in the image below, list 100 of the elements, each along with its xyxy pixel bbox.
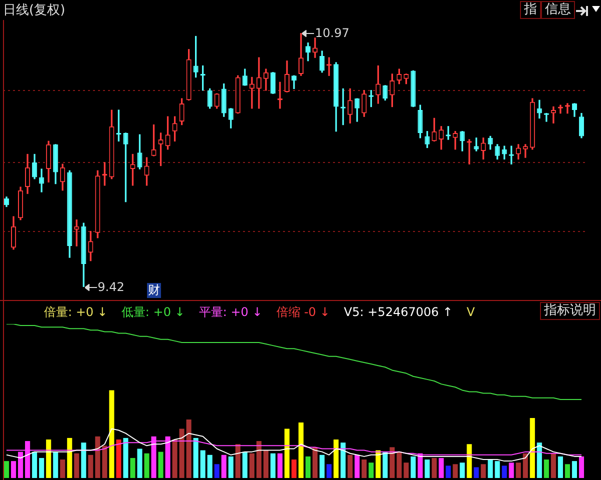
bar bbox=[438, 458, 444, 478]
bar bbox=[46, 440, 52, 478]
bar bbox=[123, 438, 128, 478]
bar bbox=[18, 452, 24, 478]
bar bbox=[151, 436, 156, 478]
bar bbox=[340, 442, 346, 478]
annotation: 财 bbox=[147, 283, 161, 298]
text: 信息 bbox=[541, 1, 575, 19]
bar bbox=[312, 447, 318, 478]
bar bbox=[32, 452, 38, 478]
bar bbox=[320, 454, 325, 478]
bar bbox=[207, 454, 212, 478]
candlestick bbox=[550, 106, 556, 124]
text: 指 bbox=[520, 1, 541, 19]
bar bbox=[284, 428, 290, 478]
text: 指标说明 bbox=[540, 302, 600, 320]
bar bbox=[95, 436, 100, 478]
bar bbox=[277, 453, 282, 478]
bar bbox=[354, 454, 360, 478]
bar bbox=[572, 461, 578, 478]
bar bbox=[460, 462, 465, 478]
annotation: 9.42 bbox=[98, 280, 124, 294]
bar bbox=[306, 456, 311, 478]
text: 倍缩 -0 ↓ bbox=[276, 305, 330, 319]
bar bbox=[291, 460, 297, 478]
bar bbox=[214, 464, 220, 478]
text: 倍量: +0 ↓ bbox=[44, 305, 108, 319]
bar bbox=[25, 441, 30, 478]
bar bbox=[221, 454, 226, 478]
bar bbox=[10, 461, 16, 478]
bar bbox=[494, 461, 500, 478]
bar bbox=[263, 450, 268, 478]
bar bbox=[60, 460, 66, 478]
bar bbox=[488, 460, 493, 478]
bar bbox=[578, 456, 584, 478]
bar bbox=[536, 442, 542, 478]
bar bbox=[362, 460, 367, 478]
bar bbox=[474, 467, 479, 478]
bar bbox=[530, 418, 535, 478]
bar bbox=[424, 460, 430, 478]
bar bbox=[39, 458, 44, 478]
bar bbox=[558, 456, 563, 478]
bar bbox=[466, 444, 472, 478]
bar bbox=[186, 419, 192, 478]
text: 平量: +0 ↓ bbox=[198, 305, 262, 319]
bar bbox=[53, 452, 58, 478]
bar bbox=[564, 464, 570, 478]
bar bbox=[116, 440, 122, 478]
bar bbox=[88, 454, 94, 478]
bar bbox=[4, 461, 10, 478]
bar bbox=[144, 453, 150, 478]
bar bbox=[544, 460, 549, 478]
bar bbox=[74, 453, 80, 478]
bar bbox=[348, 454, 353, 478]
bar bbox=[165, 436, 170, 478]
text: V5: +52467006 ↑ bbox=[344, 305, 453, 319]
bar bbox=[256, 441, 262, 478]
bar bbox=[172, 440, 178, 478]
bar bbox=[396, 452, 402, 478]
bar bbox=[326, 464, 332, 478]
bar bbox=[480, 464, 486, 478]
bar bbox=[368, 462, 374, 478]
bar bbox=[109, 390, 114, 478]
bar bbox=[418, 453, 423, 478]
bar bbox=[270, 453, 276, 478]
bar bbox=[158, 452, 164, 478]
bar bbox=[522, 453, 528, 478]
bar bbox=[130, 458, 136, 478]
bar bbox=[193, 438, 198, 478]
bar bbox=[404, 462, 409, 478]
bar bbox=[410, 456, 416, 478]
candlestick bbox=[277, 82, 282, 109]
bar bbox=[249, 453, 254, 478]
bar bbox=[179, 428, 184, 478]
text: 低量: +0 ↓ bbox=[121, 305, 185, 319]
bar bbox=[298, 422, 304, 478]
bar bbox=[235, 444, 240, 478]
bar bbox=[67, 438, 72, 478]
chart-title: 日线(复权) bbox=[3, 2, 66, 19]
bar bbox=[242, 452, 248, 478]
bar bbox=[200, 450, 206, 478]
candlestick bbox=[256, 57, 262, 109]
bar bbox=[452, 464, 458, 478]
bar bbox=[376, 450, 381, 478]
bar bbox=[102, 446, 108, 478]
bar bbox=[81, 442, 86, 478]
bar bbox=[446, 466, 451, 478]
bar bbox=[550, 453, 556, 478]
bar bbox=[228, 456, 234, 478]
text: V bbox=[466, 305, 475, 319]
bar bbox=[382, 452, 388, 478]
annotation: 10.97 bbox=[315, 26, 350, 40]
bar bbox=[390, 447, 395, 478]
bar bbox=[137, 448, 142, 478]
bar bbox=[508, 462, 514, 478]
bar bbox=[516, 462, 521, 478]
bar bbox=[502, 466, 507, 478]
bar bbox=[334, 440, 339, 478]
bar bbox=[432, 458, 437, 478]
candlestick bbox=[312, 38, 318, 58]
